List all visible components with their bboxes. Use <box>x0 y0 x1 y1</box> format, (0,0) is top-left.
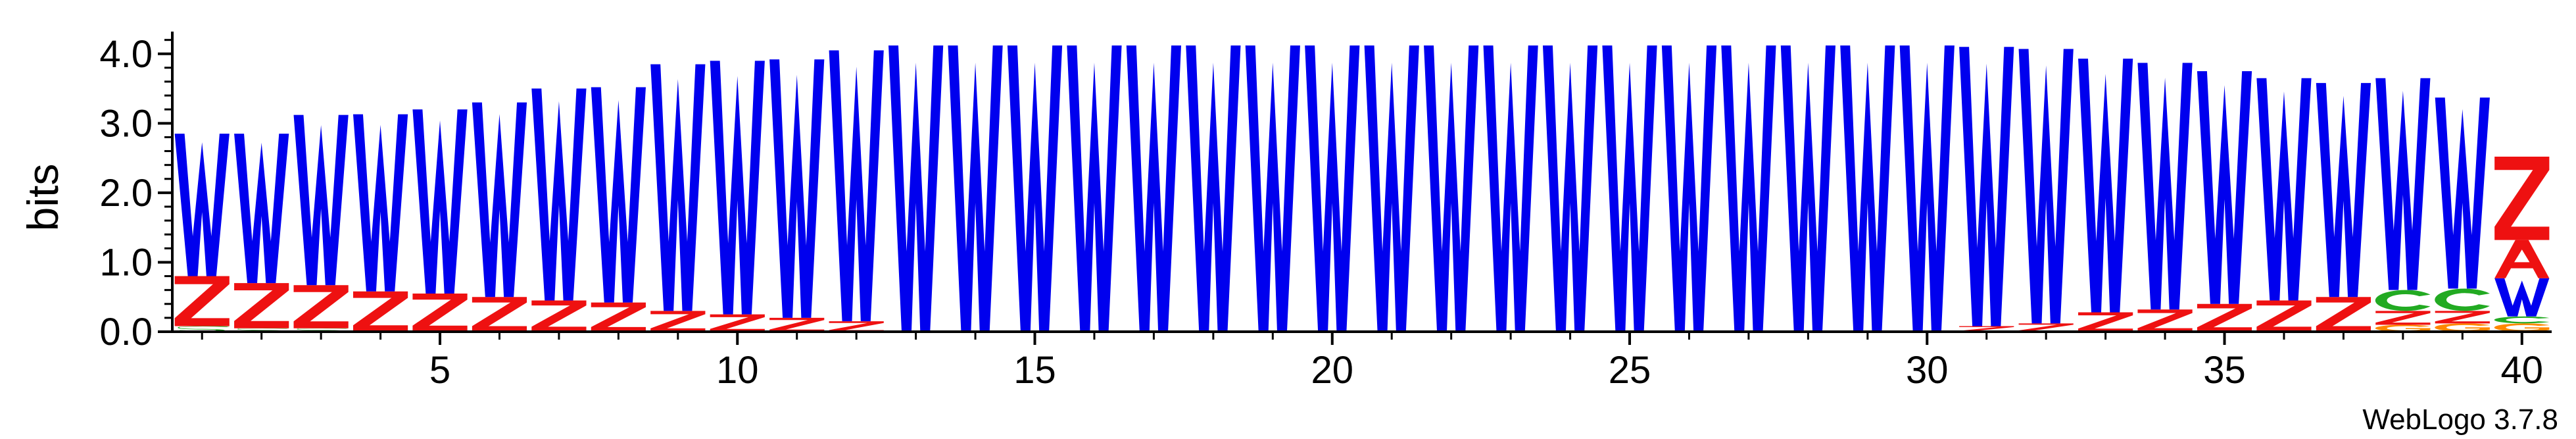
x-tick-label: 5 <box>429 349 450 392</box>
letter-w-pos-14 <box>948 45 1003 332</box>
letter-w-pos-25 <box>1602 45 1657 332</box>
letter-w-pos-26 <box>1661 45 1717 332</box>
x-tick-label: 40 <box>2501 349 2544 392</box>
letter-w-pos-32 <box>2018 49 2074 324</box>
logo-stacks <box>174 45 2550 332</box>
letter-z-pos-40 <box>2494 157 2550 240</box>
letter-w-pos-23 <box>1483 45 1538 332</box>
letter-w-pos-3 <box>293 115 349 286</box>
letter-w-pos-21 <box>1364 45 1419 332</box>
letter-c-pos-39 <box>2435 288 2490 311</box>
letter-w-pos-35 <box>2197 71 2252 304</box>
letter-w-pos-10 <box>710 61 765 315</box>
letter-s-pos-1 <box>177 326 230 332</box>
letter-z-pos-38 <box>2375 311 2431 325</box>
letter-z-pos-12 <box>829 321 884 332</box>
letter-w-pos-5 <box>412 109 468 294</box>
letter-z-pos-6 <box>472 297 527 332</box>
letter-w-pos-40 <box>2494 278 2550 317</box>
letter-z-pos-9 <box>650 311 706 332</box>
letter-w-pos-18 <box>1186 45 1241 332</box>
letter-c-pos-38 <box>2375 290 2431 311</box>
y-tick-label: 4.0 <box>99 33 153 76</box>
weblogo-credit: WebLogo 3.7.8 <box>2362 403 2558 436</box>
letter-w-pos-15 <box>1007 45 1063 332</box>
letter-w-pos-29 <box>1840 45 1895 332</box>
letter-w-pos-30 <box>1899 45 1955 332</box>
letter-w-pos-17 <box>1126 45 1182 332</box>
letter-w-pos-16 <box>1067 45 1122 332</box>
letter-w-pos-1 <box>174 134 230 276</box>
letter-w-pos-20 <box>1305 45 1360 332</box>
letter-g-pos-38 <box>2375 324 2431 332</box>
letter-z-pos-2 <box>234 283 289 328</box>
letter-z-pos-7 <box>531 300 587 332</box>
letter-w-pos-33 <box>2078 59 2133 313</box>
letter-z-pos-32 <box>2018 323 2074 332</box>
letter-w-pos-34 <box>2137 63 2193 310</box>
x-tick-label: 15 <box>1013 349 1056 392</box>
letter-w-pos-36 <box>2256 78 2312 301</box>
letter-w-pos-12 <box>829 50 884 322</box>
letter-w-pos-28 <box>1780 45 1835 332</box>
letter-z-pos-1 <box>174 276 230 326</box>
letter-z-pos-37 <box>2316 297 2371 332</box>
y-tick-label: 1.0 <box>99 241 153 284</box>
letter-w-pos-2 <box>234 134 289 284</box>
letter-z-pos-4 <box>352 291 408 332</box>
letter-w-pos-11 <box>769 59 825 318</box>
letter-z-pos-35 <box>2197 303 2252 332</box>
letter-g-pos-40 <box>2494 323 2550 332</box>
y-tick-label: 0.0 <box>99 311 153 353</box>
axes: 0.0 1.0 2.0 3.0 4.0 5 10 15 20 25 30 35 40 <box>99 32 2552 392</box>
x-tick-label: 35 <box>2203 349 2246 392</box>
x-tick-label: 20 <box>1311 349 1354 392</box>
x-tick-label: 25 <box>1609 349 1651 392</box>
letter-z-pos-8 <box>591 302 646 332</box>
x-tick-label: 10 <box>716 349 759 392</box>
letter-z-pos-39 <box>2435 311 2490 324</box>
letter-z-pos-36 <box>2256 300 2312 332</box>
letter-z-pos-10 <box>710 314 765 332</box>
letter-w-pos-22 <box>1424 45 1479 332</box>
letter-z-pos-11 <box>769 317 825 332</box>
letter-w-pos-19 <box>1245 45 1300 332</box>
letter-w-pos-39 <box>2435 97 2490 289</box>
letter-w-pos-27 <box>1721 45 1776 332</box>
letter-w-pos-7 <box>531 88 587 301</box>
letter-z-pos-3 <box>293 285 349 328</box>
letter-w-pos-38 <box>2375 78 2431 290</box>
letter-c-pos-40 <box>2494 316 2550 324</box>
y-tick-label: 2.0 <box>99 172 153 215</box>
letter-w-pos-8 <box>591 87 646 303</box>
letter-z-pos-34 <box>2137 309 2193 332</box>
letter-g-pos-39 <box>2435 323 2490 332</box>
letter-z-pos-33 <box>2078 312 2133 332</box>
y-axis-title: bits <box>18 164 67 232</box>
letter-w-pos-31 <box>1959 47 2014 326</box>
letter-w-pos-6 <box>472 102 527 297</box>
letter-w-pos-24 <box>1542 45 1598 332</box>
letter-w-pos-4 <box>352 114 408 292</box>
x-tick-label: 30 <box>1906 349 1949 392</box>
letter-w-pos-9 <box>650 64 706 311</box>
letter-z-pos-5 <box>412 293 468 332</box>
letter-w-pos-13 <box>888 45 944 332</box>
letter-a-pos-40 <box>2494 240 2550 278</box>
letter-z-pos-31 <box>1959 326 2014 332</box>
letter-w-pos-37 <box>2316 83 2371 297</box>
y-tick-label: 3.0 <box>99 102 153 145</box>
